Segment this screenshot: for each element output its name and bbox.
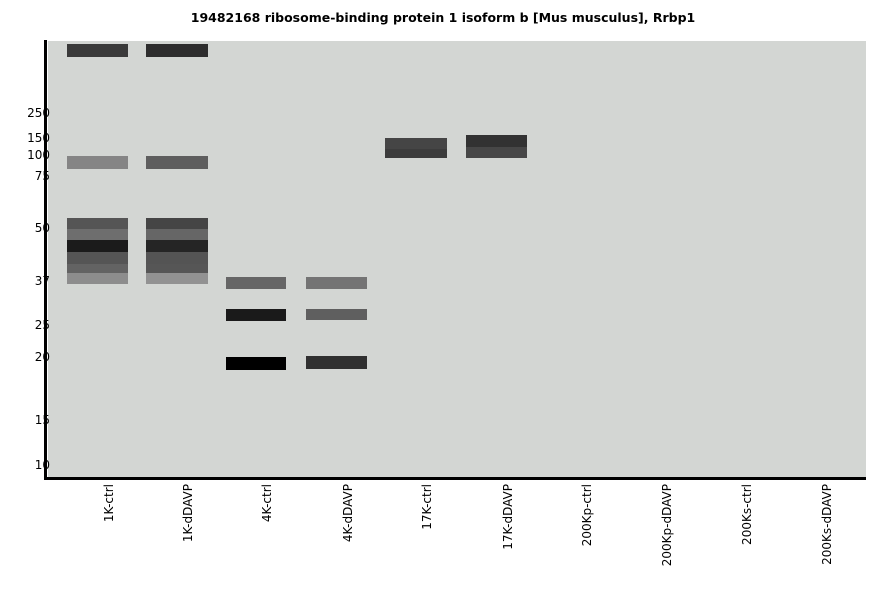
gel-band [306,309,367,320]
gel-band [226,357,286,370]
gel-band [146,44,208,57]
x-axis-tick-label: 200Kp-ctrl [580,484,594,547]
gel-band [146,264,208,273]
y-axis-tick-label: 150 [27,131,50,145]
x-axis-tick-label: 200Kp-dDAVP [660,484,674,567]
y-axis-tick-label: 37 [34,274,50,288]
y-axis-tick-label: 75 [34,169,50,183]
y-axis-tick-label: 100 [27,148,50,162]
gel-band [385,149,447,158]
gel-band [67,264,128,273]
gel-band [67,44,128,57]
gel-band [146,252,208,264]
y-axis-tick-label: 25 [34,318,50,332]
gel-plot-area [48,41,866,478]
gel-band [306,356,367,369]
x-axis-tick-label: 1K-dDAVP [181,484,195,543]
gel-band [67,240,128,252]
y-axis-tick-label: 10 [34,458,50,472]
x-axis-tick-label: 4K-dDAVP [341,484,355,543]
y-axis-line [44,40,47,479]
x-axis-tick-label: 4K-ctrl [260,484,274,523]
gel-band [146,240,208,252]
x-axis-line [44,477,866,480]
y-axis-tick-label: 20 [34,350,50,364]
gel-band [67,156,128,169]
gel-band [466,147,527,158]
x-axis-tick-label: 1K-ctrl [102,484,116,523]
x-axis-tick-label: 17K-dDAVP [501,484,515,550]
gel-lanes [48,41,866,478]
x-axis-tick-label: 200Ks-ctrl [740,484,754,545]
y-axis-tick-label: 15 [34,413,50,427]
gel-band [146,229,208,240]
gel-band [146,218,208,229]
x-axis-tick-label: 200Ks-dDAVP [820,484,834,565]
gel-band [466,135,527,147]
gel-band [385,138,447,149]
gel-band [67,229,128,240]
gel-band [226,277,286,289]
y-axis-tick-label: 250 [27,106,50,120]
gel-band [67,218,128,229]
page-title: 19482168 ribosome-binding protein 1 isof… [190,10,696,25]
gel-band [67,273,128,284]
gel-band [226,309,286,321]
gel-band [146,156,208,169]
gel-band [306,277,367,289]
x-axis-tick-label: 17K-ctrl [420,484,434,530]
y-axis-tick-label: 50 [34,221,50,235]
gel-band [146,273,208,284]
gel-band [67,252,128,264]
